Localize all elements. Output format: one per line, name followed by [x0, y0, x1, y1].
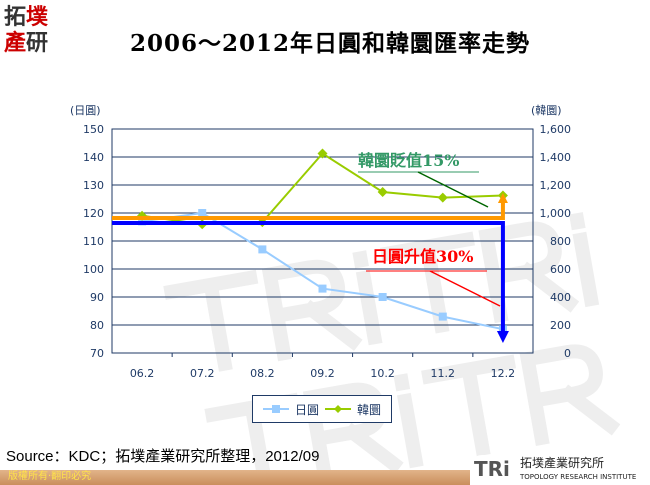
won-depreciation-arrow: [112, 201, 505, 220]
left-tick-label: 130: [83, 179, 104, 192]
right-tick-label: 200: [550, 319, 571, 332]
chart: 70 0 80 200 90 400 100 600 110 800 120 1,000 130 1,20…: [70, 104, 572, 380]
left-tick-label: 140: [83, 151, 104, 164]
data-point-yen: [258, 245, 267, 254]
right-tick-label: 800: [550, 235, 571, 248]
x-tick-label: 07.2: [190, 367, 215, 380]
source-note: Source：KDC；拓墣產業研究所整理，2012/09: [6, 448, 320, 465]
brand-sub: TOPOLOGY RESEARCH INSTITUTE: [520, 473, 637, 481]
legend: 日圓 韓圜: [252, 395, 392, 423]
chart-title: 2006～2012年日圓和韓圜匯率走勢: [130, 30, 531, 57]
brand-logo: TRi 拓墣產業研究所 TOPOLOGY RESEARCH INSTITUTE: [470, 455, 650, 485]
right-tick-label: 400: [550, 291, 571, 304]
data-point-yen: [318, 284, 327, 293]
annotation-pointer: [417, 171, 489, 208]
x-tick-label: 10.2: [370, 367, 395, 380]
x-tick-label: 09.2: [310, 367, 335, 380]
data-point-won: [377, 187, 388, 197]
left-tick-label: 80: [90, 319, 104, 332]
left-tick-label: 110: [83, 235, 104, 248]
data-point-won: [317, 148, 328, 159]
left-tick-label: 100: [83, 263, 104, 276]
data-point-won: [437, 192, 448, 203]
right-axis-label: (韓圜): [531, 104, 562, 117]
x-tick-label: 06.2: [130, 367, 155, 380]
left-tick-label: 150: [83, 123, 104, 136]
legend-label-yen: 日圓: [294, 402, 319, 417]
right-tick-label: 1,000: [540, 207, 572, 220]
annotation-won: 韓圜貶值15%: [358, 151, 459, 170]
right-tick-label: 0: [564, 347, 571, 360]
legend-label-won: 韓圜: [357, 402, 382, 417]
left-axis-label: (日圓): [70, 104, 101, 117]
data-point-yen: [438, 312, 447, 321]
left-tick-label: 90: [90, 291, 104, 304]
left-tick-label: 70: [90, 347, 104, 360]
arrow-head: [496, 331, 509, 343]
logo: 拓墣 產研: [4, 4, 49, 56]
legend-marker-won: [325, 405, 351, 413]
data-point-yen: [198, 209, 207, 217]
x-tick-label: 11.2: [431, 367, 456, 380]
brand-name: 拓墣產業研究所: [520, 456, 605, 470]
arrow-head: [497, 193, 508, 203]
left-tick-label: 120: [83, 207, 104, 220]
x-tick-label: 08.2: [250, 367, 275, 380]
right-tick-label: 1,400: [540, 151, 572, 164]
copyright: 版權所有‧翻印必究: [8, 471, 92, 482]
brand-mark: TRi: [474, 457, 510, 481]
legend-marker-yen: [262, 405, 289, 413]
right-tick-label: 600: [550, 263, 571, 276]
x-tick-label: 12.2: [491, 367, 516, 380]
right-tick-label: 1,600: [540, 123, 572, 136]
annotation-yen: 日圓升值30%: [372, 247, 473, 266]
right-tick-label: 1,200: [540, 179, 572, 192]
data-point-yen: [378, 293, 387, 301]
annotation-pointer: [429, 270, 501, 307]
yen-appreciation-arrow: [112, 221, 505, 331]
